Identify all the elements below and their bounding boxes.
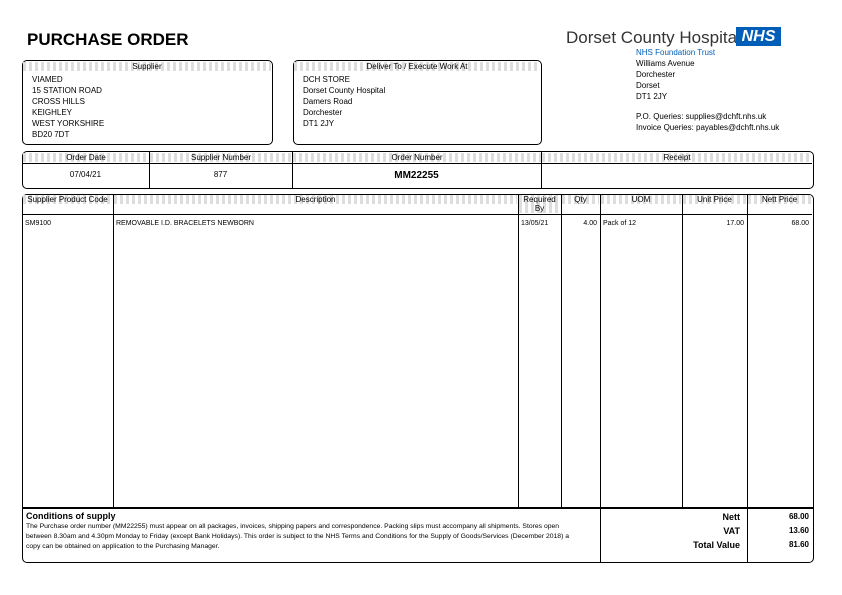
title: PURCHASE ORDER: [27, 30, 189, 49]
total-label: Total Value: [693, 540, 740, 550]
items-box: [22, 194, 814, 509]
supplier-heading: Supplier: [23, 62, 271, 71]
supplier-line: CROSS HILLS: [32, 97, 85, 106]
order-heading: Order Date: [23, 153, 149, 162]
item-heading: UOM: [601, 195, 681, 204]
divider: [747, 194, 748, 507]
address-line: Williams Avenue: [636, 59, 695, 68]
query-line: Invoice Queries: payables@dchft.nhs.uk: [636, 123, 780, 132]
address-line: Dorchester: [636, 70, 676, 79]
divider: [600, 194, 601, 507]
delivery-line: Damers Road: [303, 97, 353, 106]
item-cell: 13/05/21: [521, 220, 549, 227]
order-value: MM22255: [394, 170, 439, 181]
item-heading: Supplier Product Code: [23, 195, 112, 204]
divider: [682, 194, 683, 507]
divider: [747, 507, 748, 562]
rule: [23, 163, 812, 164]
item-cell: REMOVABLE I.D. BRACELETS NEWBORN: [116, 220, 254, 227]
item-cell: 4.00: [583, 220, 597, 227]
supplier-line: WEST YORKSHIRE: [32, 119, 105, 128]
supplier-line: KEIGHLEY: [32, 108, 73, 117]
total-value: 68.00: [788, 512, 809, 521]
item-cell: 17.00: [726, 220, 744, 227]
organisation: Dorset County Hospital: [566, 28, 741, 47]
order-value: 07/04/21: [69, 170, 102, 179]
total-label: VAT: [723, 526, 740, 536]
total-value: 13.60: [788, 526, 809, 535]
order-heading: Receipt: [542, 153, 812, 162]
nhs-badge: NHS: [736, 27, 781, 46]
order-value: 877: [213, 170, 228, 179]
delivery-line: Dorset County Hospital: [303, 86, 386, 95]
order-heading: Order Number: [293, 153, 541, 162]
supplier-line: VIAMED: [32, 75, 63, 84]
totals-box: [22, 507, 814, 563]
supplier-line: BD20 7DT: [32, 130, 70, 139]
total-label: Nett: [722, 512, 741, 522]
conditions-heading: Conditions of supply: [26, 511, 116, 521]
divider: [149, 151, 150, 188]
item-heading: Nett Price: [748, 195, 811, 204]
trust: NHS Foundation Trust: [636, 48, 716, 57]
conditions-text: The Purchase order number (MM22255) must…: [26, 523, 570, 550]
divider: [541, 151, 542, 188]
divider: [561, 194, 562, 507]
item-cell: Pack of 12: [603, 220, 637, 227]
delivery-line: Dorchester: [303, 108, 343, 117]
rule: [23, 214, 812, 215]
delivery-heading: Deliver To / Execute Work At: [294, 62, 540, 71]
item-cell: 68.00: [791, 220, 809, 227]
divider: [113, 194, 114, 507]
delivery-line: DCH STORE: [303, 75, 350, 84]
total-value: 81.60: [788, 540, 809, 549]
item-heading: Required By: [519, 195, 560, 213]
delivery-line: DT1 2JY: [303, 119, 335, 128]
item-cell: SM9100: [25, 220, 52, 227]
divider: [518, 194, 519, 507]
supplier-box: [22, 60, 273, 145]
order-heading: Supplier Number: [150, 153, 292, 162]
query-line: P.O. Queries: supplies@dchft.nhs.uk: [636, 112, 767, 121]
item-heading: Description: [114, 195, 517, 204]
divider: [292, 151, 293, 188]
delivery-box: [293, 60, 542, 145]
divider: [600, 507, 601, 562]
address-line: DT1 2JY: [636, 92, 668, 101]
supplier-line: 15 STATION ROAD: [32, 86, 102, 95]
item-heading: Qty: [562, 195, 599, 204]
address-line: Dorset: [636, 81, 660, 90]
item-heading: Unit Price: [683, 195, 746, 204]
order-box: [22, 151, 814, 189]
